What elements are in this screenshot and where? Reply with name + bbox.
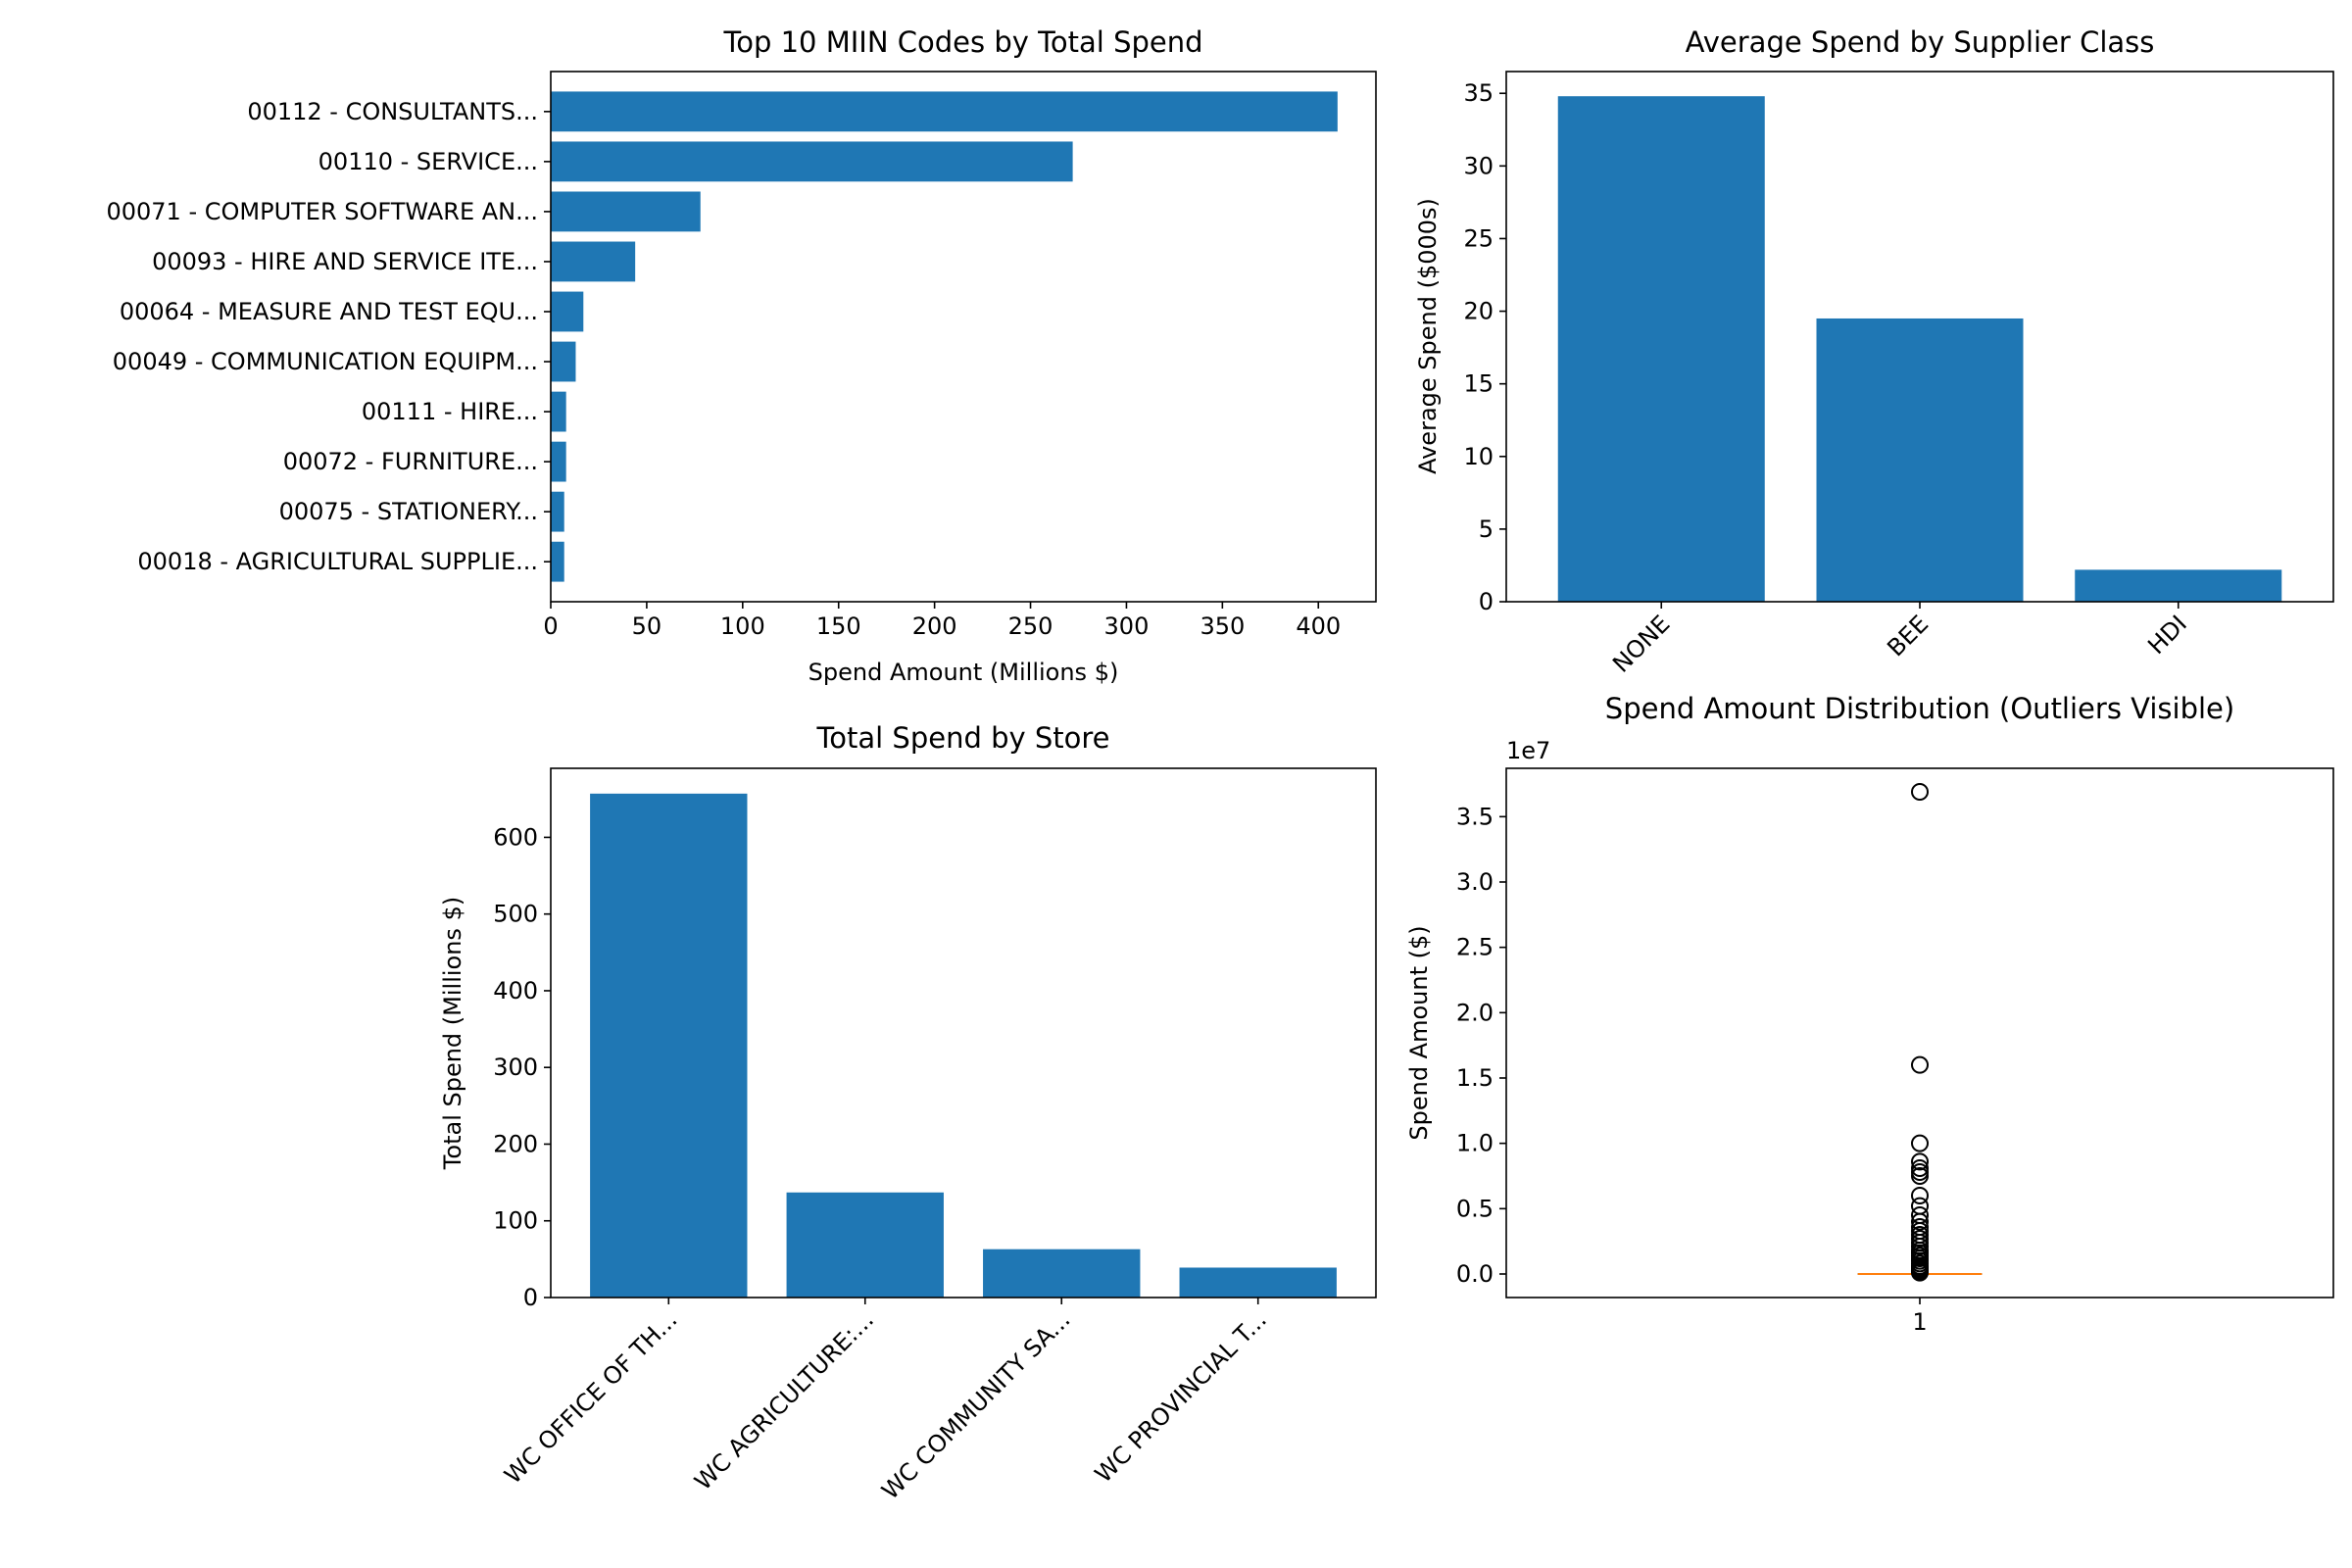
chart-1-bar [551, 91, 1338, 132]
chart-4-y-tick-label: 3.0 [1456, 868, 1494, 896]
chart-4-outlier-point [1911, 1187, 1929, 1204]
chart-1-x-ticks: 0 50 100 150 200 250 300 350 400 [543, 602, 1341, 640]
chart-4-y-tick-label: 0.0 [1456, 1260, 1494, 1288]
chart-1-bar [551, 541, 564, 582]
chart-4-outlier-point [1911, 1152, 1929, 1171]
chart-1-x-tick-label: 250 [1008, 612, 1054, 640]
chart-2-bars [1557, 96, 2282, 602]
chart-1-x-tick-label: 350 [1200, 612, 1245, 640]
chart-4-y-tick-label: 2.5 [1456, 934, 1494, 961]
chart-4-outlier-point [1911, 1055, 1929, 1074]
chart-4-y-tick-label: 3.5 [1456, 803, 1494, 830]
chart-2-y-tick-label: 5 [1479, 515, 1494, 543]
chart-2-y-tick-label: 25 [1463, 224, 1494, 252]
chart-1-y-tick-label: 00064 - MEASURE AND TEST EQU... [120, 298, 538, 325]
chart-1-y-ticks: 00112 - CONSULTANTS... 00110 - SERVICE...… [106, 98, 551, 575]
chart-3-y-tick-label: 300 [493, 1054, 538, 1081]
chart-2-y-tick-label: 20 [1463, 298, 1494, 325]
chart-1-x-tick-label: 100 [720, 612, 765, 640]
chart-1-x-tick-label: 50 [632, 612, 662, 640]
chart-1-y-tick-label: 00112 - CONSULTANTS... [247, 98, 538, 125]
chart-4-y-axis-label: Spend Amount ($) [1405, 925, 1433, 1140]
chart-1-bar [551, 341, 576, 382]
chart-2-y-tick-label: 15 [1463, 370, 1494, 398]
chart-1-bars [551, 91, 1338, 582]
chart-4-outlier-point [1911, 1263, 1929, 1282]
chart-1-bar [551, 391, 566, 432]
chart-top-miin-codes: Top 10 MIIN Codes by Total Spend 0 50 100 1… [106, 25, 1377, 686]
chart-4-y-tick-label: 1.0 [1456, 1130, 1494, 1157]
chart-avg-spend-supplier-class: Average Spend by Supplier Class 0 5 10 15 20… [1414, 25, 2334, 678]
chart-4-y-tick-label: 1.5 [1456, 1064, 1494, 1092]
chart-spend-distribution: Spend Amount Distribution (Outliers Visi… [1405, 692, 2334, 1336]
chart-2-y-tick-label: 35 [1463, 79, 1494, 107]
chart-1-x-tick-label: 300 [1104, 612, 1150, 640]
chart-1-bar [551, 241, 636, 282]
chart-2-y-tick-label: 30 [1463, 152, 1494, 179]
chart-1-y-tick-label: 00049 - COMMUNICATION EQUIPM... [113, 348, 538, 375]
chart-1-y-tick-label: 00111 - HIRE... [362, 398, 538, 425]
chart-4-offset-label: 1e7 [1506, 737, 1550, 764]
chart-3-y-tick-label: 500 [493, 901, 538, 928]
chart-4-title: Spend Amount Distribution (Outliers Visi… [1605, 692, 2234, 725]
chart-1-x-axis-label: Spend Amount (Millions $) [808, 659, 1119, 686]
chart-2-y-tick-label: 0 [1479, 588, 1494, 615]
chart-1-bar [551, 441, 566, 482]
chart-1-title: Top 10 MIIN Codes by Total Spend [722, 25, 1202, 59]
chart-1-bar [551, 141, 1073, 182]
chart-1-x-tick-label: 0 [543, 612, 558, 640]
chart-1-y-tick-label: 00110 - SERVICE... [318, 148, 538, 175]
chart-2-y-tick-label: 10 [1463, 443, 1494, 470]
chart-4-outlier-point [1911, 1134, 1929, 1152]
chart-4-frame [1505, 767, 2334, 1298]
chart-1-x-tick-label: 150 [816, 612, 861, 640]
chart-1-bar [551, 291, 584, 332]
chart-1-x-tick-label: 200 [912, 612, 957, 640]
chart-3-title: Total Spend by Store [815, 721, 1109, 755]
chart-3-bars [590, 793, 1337, 1298]
chart-1-y-tick-label: 00072 - FURNITURE... [283, 448, 538, 475]
chart-3-y-axis-label: Total Spend (Millions $) [439, 897, 466, 1170]
chart-4-outlier-point [1911, 1167, 1929, 1185]
chart-3-y-ticks: 0 100 200 300 400 500 600 [493, 823, 551, 1311]
chart-2-bar [1557, 96, 1765, 602]
chart-2-bar [1816, 318, 2024, 602]
chart-3-y-tick-label: 600 [493, 823, 538, 851]
chart-4-outliers [1911, 783, 1929, 1282]
chart-3-y-tick-label: 0 [523, 1284, 538, 1311]
chart-4-x-tick-label: 1 [1912, 1308, 1927, 1336]
chart-4-outlier-point [1911, 783, 1929, 801]
chart-1-bar [551, 191, 701, 232]
chart-1-bar [551, 491, 564, 532]
chart-1-y-tick-label: 00018 - AGRICULTURAL SUPPLIE... [137, 548, 538, 575]
chart-3-bar [786, 1192, 944, 1298]
chart-3-bar [590, 793, 748, 1298]
chart-2-title: Average Spend by Supplier Class [1686, 25, 2155, 59]
chart-4-x-ticks: 1 [1912, 1298, 1928, 1336]
chart-2-y-ticks: 0 5 10 15 20 25 30 35 [1463, 79, 1506, 615]
chart-1-y-tick-label: 00093 - HIRE AND SERVICE ITE... [152, 248, 538, 275]
chart-3-y-tick-label: 100 [493, 1207, 538, 1235]
chart-4-outlier-point [1911, 1212, 1929, 1231]
chart-1-x-tick-label: 400 [1296, 612, 1341, 640]
chart-4-y-tick-label: 0.5 [1456, 1195, 1494, 1222]
chart-3-bar [983, 1249, 1141, 1298]
chart-3-bar [1179, 1267, 1337, 1298]
chart-1-y-tick-label: 00071 - COMPUTER SOFTWARE AN... [106, 198, 538, 225]
chart-2-bar [2075, 569, 2282, 602]
chart-2-frame [1505, 71, 2334, 603]
chart-1-y-tick-label: 00075 - STATIONERY... [279, 498, 538, 525]
chart-3-y-tick-label: 400 [493, 977, 538, 1004]
chart-2-y-axis-label: Average Spend ($000s) [1414, 198, 1442, 474]
chart-3-frame [550, 767, 1377, 1298]
chart-4-y-tick-label: 2.0 [1456, 999, 1494, 1026]
chart-3-y-tick-label: 200 [493, 1130, 538, 1157]
chart-4-y-ticks: 0.0 0.5 1.0 1.5 2.0 2.5 3.0 3.5 [1456, 803, 1506, 1288]
chart-1-frame [550, 71, 1377, 603]
